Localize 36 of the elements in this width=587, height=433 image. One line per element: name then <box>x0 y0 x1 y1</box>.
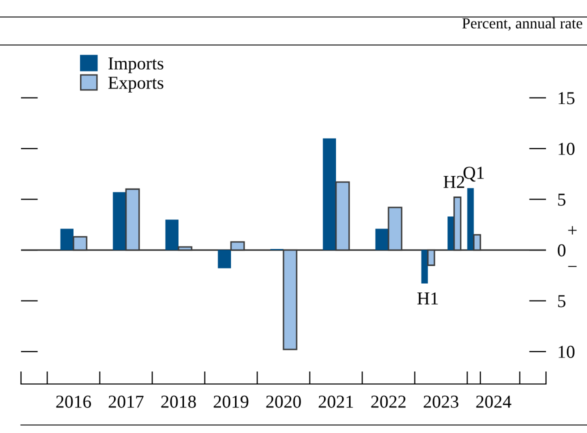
y-tick-label: 0 <box>558 244 566 256</box>
bar <box>375 228 388 250</box>
text: − <box>568 266 577 267</box>
x-tick-label: 2018 <box>161 396 196 408</box>
x-tick-label: 2022 <box>371 396 406 408</box>
y-tick-label: 15 <box>558 92 574 104</box>
x-tick-label: 2017 <box>108 396 144 408</box>
x-tick-label: 2020 <box>266 396 301 408</box>
legend-label: Imports <box>108 58 164 74</box>
bar <box>282 249 298 350</box>
annotation: H1 <box>417 292 438 304</box>
x-tick-label: 2024 <box>476 396 512 408</box>
bar <box>388 206 402 251</box>
text: + <box>568 226 577 235</box>
x-tick-label: 2021 <box>318 396 353 408</box>
bar <box>60 228 74 250</box>
y-tick-label: 10 <box>558 346 574 358</box>
y-tick-label: 5 <box>558 194 566 206</box>
y-tick-label: 10 <box>558 142 574 155</box>
x-tick-label: 2023 <box>424 396 458 408</box>
bar <box>165 220 178 250</box>
bar <box>218 250 231 268</box>
bar <box>112 192 126 250</box>
bar <box>125 188 140 251</box>
bar <box>72 236 88 251</box>
x-tick-label: 2016 <box>56 396 92 408</box>
bar <box>178 246 192 251</box>
bar <box>230 241 245 251</box>
y-tick-label: 5 <box>558 295 566 308</box>
bar <box>335 181 350 251</box>
y-axis-title: Percent, annual rate <box>462 18 582 31</box>
annotation: H2 <box>444 176 464 188</box>
annotation: Q1 <box>464 166 484 182</box>
legend-label: Exports <box>108 76 164 93</box>
bar <box>322 138 336 250</box>
x-tick-label: 2019 <box>214 396 248 408</box>
